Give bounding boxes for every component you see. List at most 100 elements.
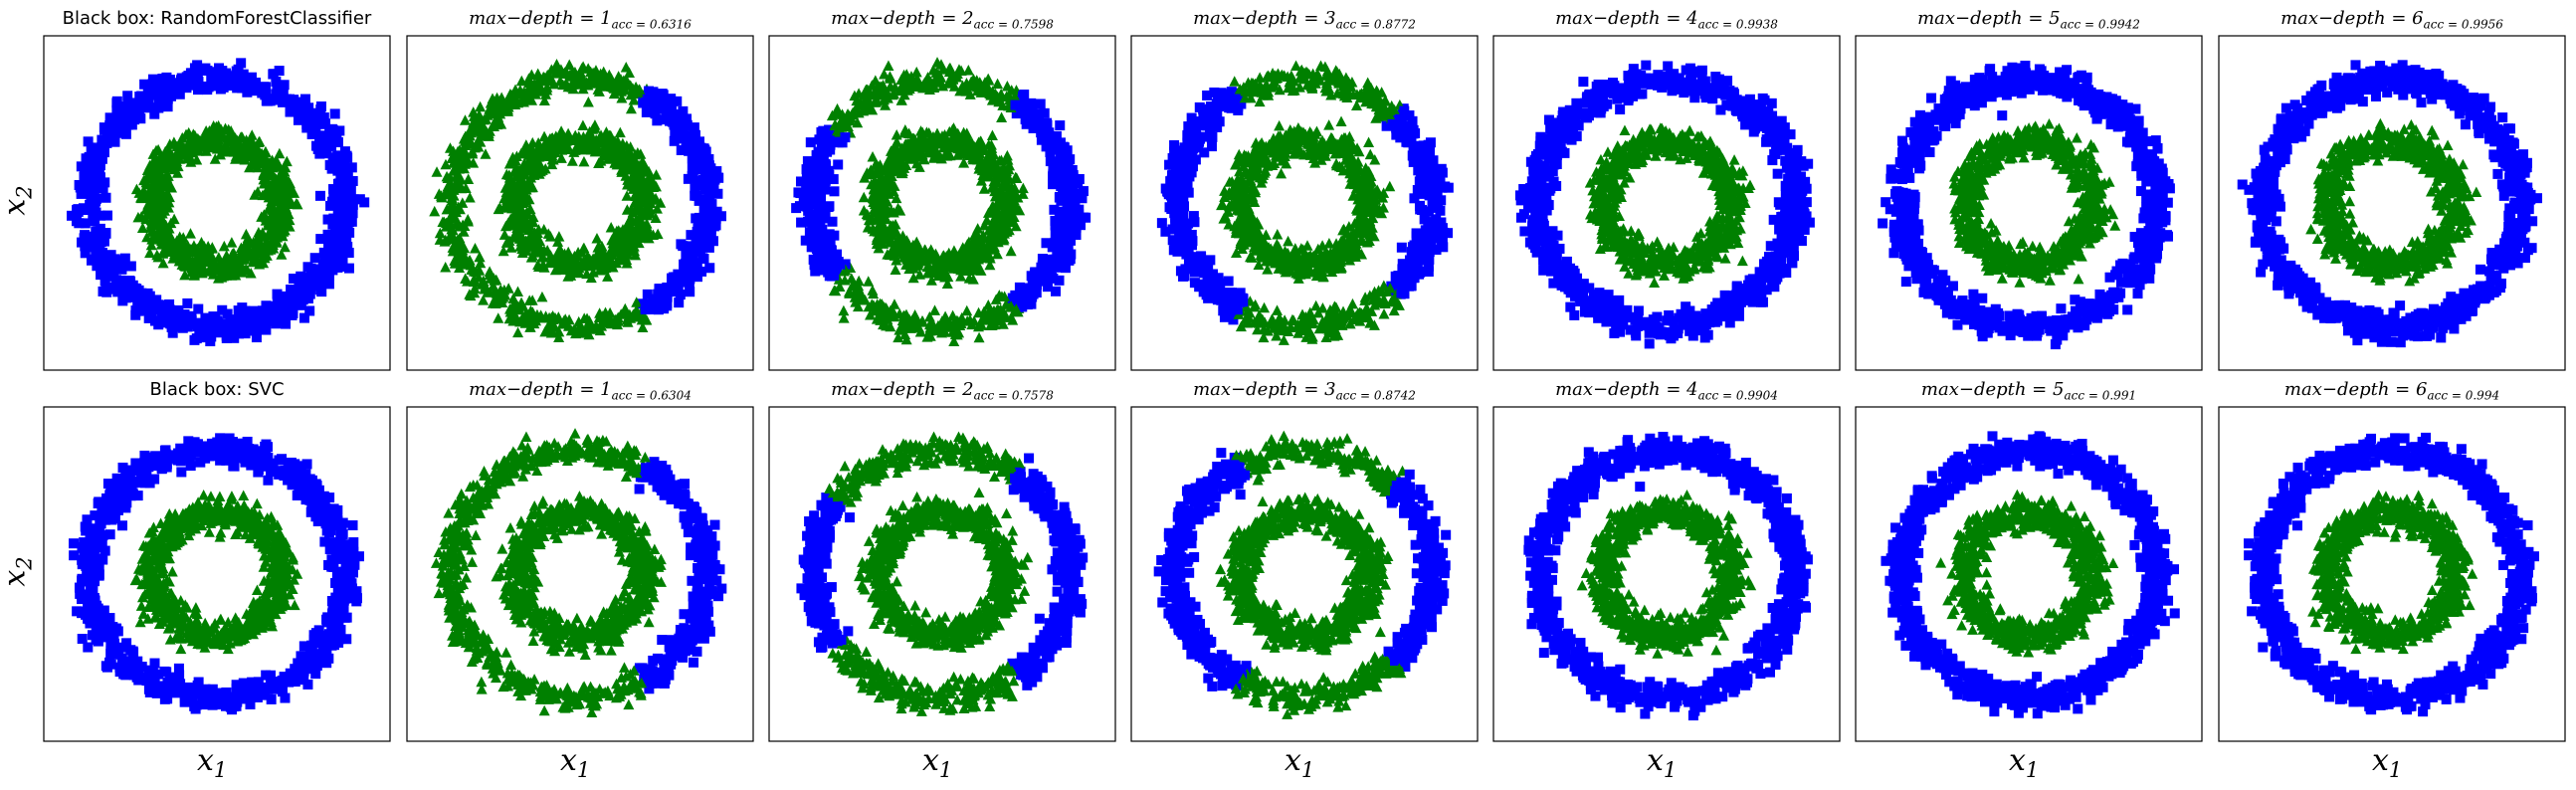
class-b-point (974, 78, 986, 89)
class-b-point (617, 157, 629, 168)
class-a-point (299, 94, 310, 104)
class-b-point (637, 321, 649, 332)
class-a-point (187, 80, 198, 91)
class-a-point (1010, 99, 1021, 110)
class-a-point (136, 288, 147, 298)
class-b-point (516, 311, 528, 323)
class-a-point (111, 98, 122, 108)
class-b-point (547, 309, 559, 321)
class-b-point (887, 303, 898, 315)
class-b-point (932, 270, 944, 282)
class-a-point (677, 120, 688, 131)
class-b-point (464, 192, 476, 203)
class-b-point (246, 129, 258, 140)
class-b-point (506, 155, 518, 167)
class-b-point (869, 97, 881, 107)
class-a-point (645, 304, 656, 315)
scatter-panel (43, 35, 391, 371)
class-b-point (1005, 245, 1017, 257)
class-a-point (334, 125, 345, 136)
class-a-point (701, 230, 712, 241)
class-a-point (315, 285, 326, 296)
class-a-point (347, 175, 358, 186)
class-a-point (214, 325, 225, 336)
class-b-point (867, 150, 879, 162)
class-b-point (929, 304, 941, 315)
class-b-point (466, 264, 478, 275)
class-a-point (684, 145, 694, 156)
class-b-point (832, 124, 844, 136)
class-a-point (1078, 186, 1089, 197)
class-a-point (348, 194, 359, 205)
class-b-point (872, 222, 884, 234)
class-a-point (331, 257, 342, 268)
class-a-point (659, 291, 670, 301)
class-a-point (96, 210, 106, 221)
class-a-point (1068, 202, 1079, 213)
class-b-point (621, 190, 633, 201)
class-b-point (512, 326, 524, 338)
class-b-point (510, 227, 522, 238)
class-a-point (1051, 142, 1062, 153)
class-b-point (519, 317, 531, 328)
class-a-point (249, 313, 260, 324)
class-a-point (342, 242, 353, 253)
class-b-point (625, 102, 637, 114)
class-a-point (156, 307, 167, 318)
class-b-point (587, 267, 599, 278)
class-b-point (518, 164, 530, 175)
class-b-point (572, 141, 584, 152)
class-a-point (1071, 211, 1082, 222)
class-a-point (667, 102, 678, 113)
class-b-point (500, 186, 512, 198)
class-a-point (217, 304, 228, 315)
class-a-point (704, 166, 715, 177)
class-b-point (179, 269, 191, 281)
class-b-point (476, 278, 488, 290)
class-a-point (123, 116, 134, 127)
class-b-point (1009, 201, 1021, 212)
class-b-point (536, 291, 548, 302)
class-b-point (507, 293, 519, 303)
class-b-point (627, 308, 639, 320)
class-a-point (1062, 253, 1073, 264)
class-b-point (526, 95, 538, 105)
class-b-point (651, 169, 663, 180)
class-a-point (818, 125, 829, 136)
scatter-panel (768, 35, 1116, 371)
class-b-point (900, 246, 912, 257)
class-b-point (600, 306, 612, 317)
class-b-point (993, 290, 1005, 300)
class-b-point (282, 220, 294, 231)
class-b-point (254, 259, 266, 270)
class-a-point (1041, 238, 1052, 249)
class-a-point (829, 186, 840, 197)
class-a-point (271, 318, 282, 329)
class-a-point (676, 239, 687, 250)
class-a-point (319, 266, 330, 277)
class-a-point (333, 201, 344, 212)
class-b-point (515, 147, 527, 159)
class-a-point (694, 239, 705, 250)
class-a-point (658, 90, 669, 100)
class-a-point (1054, 275, 1065, 286)
class-a-point (98, 183, 108, 194)
class-a-point (673, 281, 684, 292)
class-a-point (816, 158, 827, 169)
class-b-point (910, 236, 922, 248)
class-b-point (478, 295, 490, 305)
class-a-point (1036, 275, 1047, 286)
class-b-point (291, 198, 302, 209)
class-a-point (813, 235, 824, 246)
class-b-point (489, 275, 500, 286)
class-a-point (343, 263, 354, 274)
class-b-point (903, 127, 915, 139)
class-b-point (539, 137, 551, 148)
class-b-point (976, 143, 988, 155)
class-b-point (859, 97, 871, 107)
class-a-point (314, 277, 325, 288)
class-a-point (679, 259, 690, 270)
class-a-point (1014, 282, 1025, 293)
class-b-point (211, 124, 223, 135)
class-b-point (271, 215, 283, 226)
